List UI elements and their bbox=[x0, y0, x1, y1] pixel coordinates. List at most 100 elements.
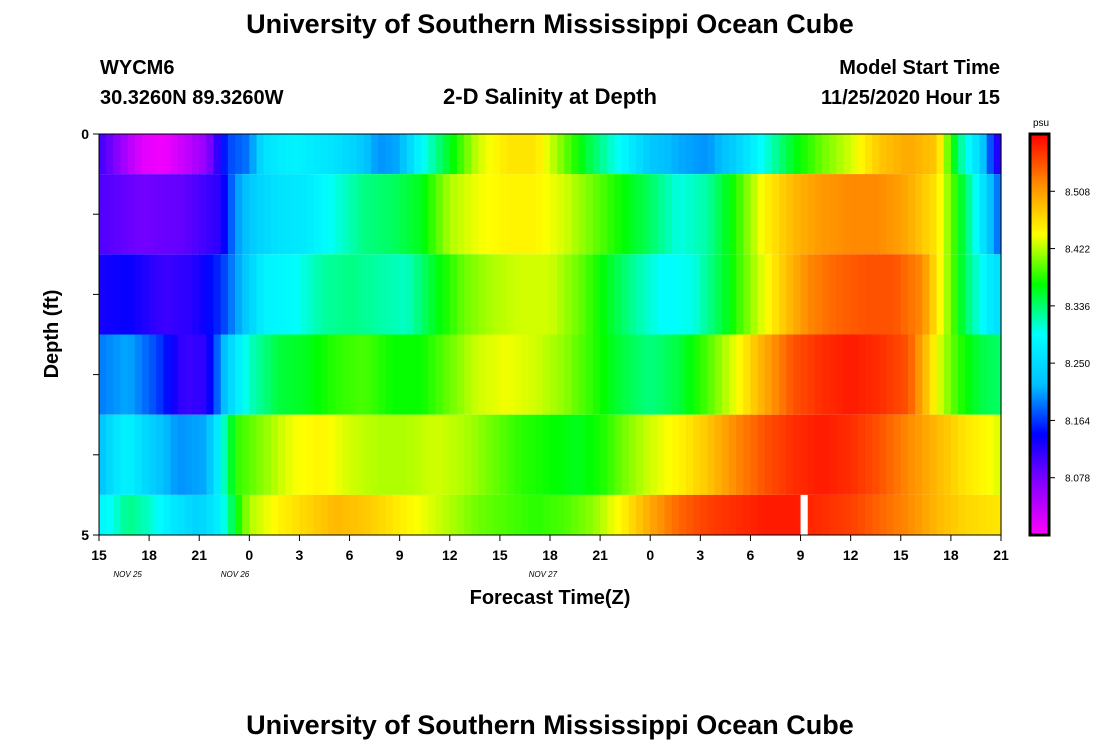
heatmap-cell bbox=[392, 414, 401, 495]
heatmap-cell bbox=[943, 134, 952, 175]
heatmap-cell bbox=[528, 414, 537, 495]
heatmap-cell bbox=[249, 414, 258, 495]
heatmap-cell bbox=[585, 334, 594, 415]
heatmap-cell bbox=[743, 414, 752, 495]
heatmap-cell bbox=[843, 334, 852, 415]
heatmap-cell bbox=[127, 174, 136, 255]
heatmap-cell bbox=[263, 254, 272, 335]
heatmap-cell bbox=[478, 494, 487, 535]
heatmap-cell bbox=[614, 414, 623, 495]
heatmap-cell bbox=[793, 254, 802, 335]
heatmap-cell bbox=[285, 334, 293, 415]
heatmap-cell bbox=[277, 334, 286, 415]
heatmap-cell bbox=[371, 134, 379, 175]
heatmap-cell bbox=[965, 254, 973, 335]
heatmap-cell bbox=[771, 414, 780, 495]
heatmap-cell bbox=[771, 494, 780, 535]
heatmap-cell bbox=[113, 494, 122, 535]
heatmap-cell bbox=[922, 254, 931, 335]
heatmap-cell bbox=[335, 494, 343, 535]
heatmap-cell bbox=[149, 174, 157, 255]
heatmap-cell bbox=[721, 414, 730, 495]
heatmap-cell bbox=[471, 134, 480, 175]
heatmap-cell bbox=[764, 174, 773, 255]
heatmap-cell bbox=[779, 254, 787, 335]
heatmap-cell bbox=[857, 174, 866, 255]
heatmap-cell bbox=[807, 134, 816, 175]
heatmap-cell bbox=[270, 134, 279, 175]
heatmap-cell bbox=[306, 334, 315, 415]
heatmap-cell bbox=[686, 334, 694, 415]
heatmap-cell bbox=[399, 334, 408, 415]
heatmap-cell bbox=[127, 334, 136, 415]
heatmap-cell bbox=[929, 334, 938, 415]
heatmap-cell bbox=[435, 414, 444, 495]
heatmap-cell bbox=[607, 174, 616, 255]
heatmap-cell bbox=[256, 334, 265, 415]
x-tick-label: 15 bbox=[893, 547, 909, 563]
x-tick-label: 21 bbox=[592, 547, 608, 563]
heatmap-cell bbox=[220, 134, 229, 175]
heatmap-cell bbox=[292, 414, 301, 495]
heatmap-cell bbox=[428, 334, 437, 415]
heatmap-cell bbox=[242, 134, 250, 175]
heatmap-cell bbox=[263, 174, 272, 255]
heatmap-cell bbox=[371, 334, 379, 415]
heatmap-cell bbox=[714, 174, 723, 255]
heatmap-cell bbox=[571, 134, 580, 175]
heatmap-cell bbox=[149, 254, 157, 335]
heatmap-cell bbox=[385, 254, 394, 335]
heatmap-cell bbox=[585, 254, 594, 335]
heatmap-cell bbox=[270, 334, 279, 415]
heatmap-cell bbox=[256, 174, 265, 255]
heatmap-cell bbox=[671, 494, 680, 535]
heatmap-cell bbox=[141, 334, 150, 415]
heatmap-cell bbox=[922, 134, 931, 175]
heatmap-cell bbox=[643, 174, 651, 255]
heatmap-cell bbox=[843, 174, 852, 255]
colorbar-label: 8.508 bbox=[1065, 187, 1090, 198]
heatmap-cell bbox=[206, 134, 215, 175]
heatmap-cell bbox=[936, 334, 945, 415]
heatmap-cell bbox=[678, 414, 687, 495]
heatmap-cell bbox=[793, 414, 802, 495]
heatmap-cell bbox=[485, 494, 494, 535]
heatmap-cell bbox=[113, 174, 122, 255]
heatmap-cell bbox=[664, 414, 673, 495]
heatmap-cell bbox=[728, 414, 737, 495]
heatmap-cell bbox=[779, 494, 787, 535]
heatmap-cell bbox=[349, 134, 358, 175]
heatmap-cell bbox=[199, 134, 207, 175]
heatmap-cell bbox=[607, 334, 616, 415]
heatmap-cell bbox=[979, 134, 988, 175]
heatmap-cell bbox=[199, 494, 207, 535]
heatmap-cell bbox=[492, 414, 501, 495]
heatmap-cell bbox=[943, 494, 952, 535]
heatmap-cell bbox=[628, 254, 637, 335]
heatmap-cell bbox=[557, 494, 565, 535]
heatmap-cell bbox=[542, 334, 551, 415]
heatmap-cell bbox=[249, 134, 258, 175]
heatmap-cell bbox=[378, 174, 386, 255]
heatmap-cell bbox=[99, 134, 107, 175]
heatmap-cell bbox=[643, 134, 651, 175]
heatmap-cell bbox=[836, 334, 845, 415]
heatmap-cell bbox=[256, 134, 265, 175]
heatmap-cell bbox=[263, 334, 272, 415]
heatmap-cell bbox=[192, 334, 200, 415]
heatmap-cell bbox=[99, 494, 107, 535]
heatmap-cell bbox=[557, 414, 565, 495]
heatmap-cell bbox=[399, 414, 408, 495]
heatmap-cell bbox=[192, 414, 200, 495]
heatmap-cell bbox=[750, 494, 759, 535]
heatmap-cell bbox=[879, 414, 888, 495]
heatmap-cell bbox=[607, 414, 616, 495]
heatmap-cell bbox=[814, 134, 823, 175]
heatmap-cell bbox=[929, 254, 938, 335]
heatmap-cell bbox=[449, 334, 458, 415]
heatmap-cell bbox=[106, 334, 114, 415]
heatmap-cell bbox=[592, 414, 601, 495]
heatmap-cell bbox=[464, 414, 472, 495]
heatmap-cell bbox=[915, 134, 923, 175]
heatmap-cell bbox=[714, 494, 723, 535]
